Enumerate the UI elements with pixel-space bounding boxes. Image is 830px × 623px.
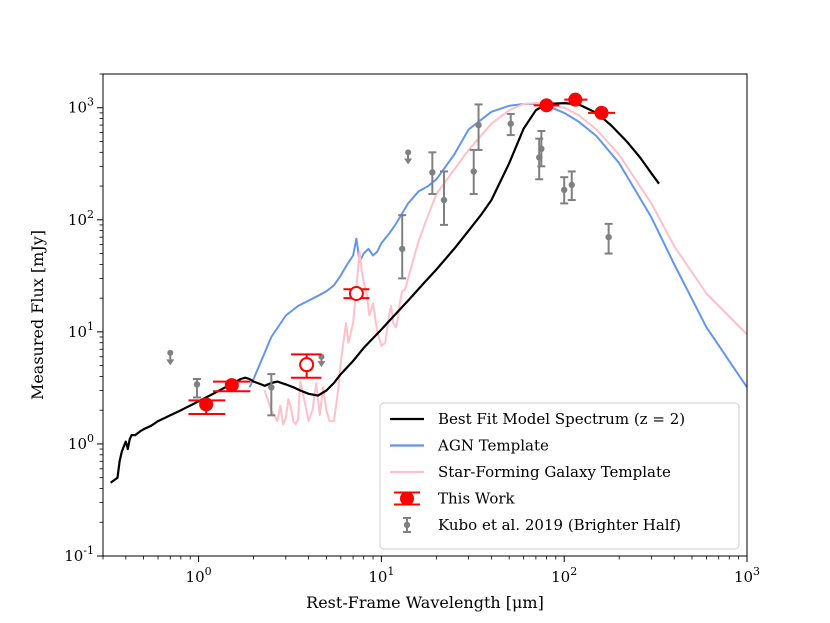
- this-work-point-3: [343, 285, 370, 301]
- this-work-point-4: [533, 98, 560, 113]
- svg-text:103: 103: [734, 565, 760, 586]
- legend-swatch: [403, 521, 411, 529]
- legend-entry-this-work: This Work: [394, 490, 516, 508]
- x-tick-2: 102: [551, 556, 577, 586]
- legend-entry-kubo: Kubo et al. 2019 (Brighter Half): [403, 516, 681, 534]
- svg-text:100: 100: [68, 432, 94, 453]
- y-tick-4: 103: [68, 96, 103, 117]
- legend-label: AGN Template: [437, 437, 549, 455]
- svg-text:101: 101: [368, 565, 394, 586]
- kubo-point-2: [267, 373, 276, 417]
- svg-text:102: 102: [551, 565, 577, 586]
- y-tick-1: 100: [68, 432, 103, 453]
- legend-label: Best Fit Model Spectrum (z = 2): [438, 410, 685, 428]
- legend-entry-best-fit: Best Fit Model Spectrum (z = 2): [390, 410, 685, 428]
- x-tick-0: 100: [186, 556, 212, 586]
- kubo-point-5: [404, 149, 413, 165]
- kubo-point-14: [567, 170, 576, 202]
- legend-frame: [379, 402, 740, 550]
- y-tick-3: 102: [68, 208, 103, 229]
- axis-ticks: 100 101 102 103 10-1 100 101 102 103: [64, 73, 760, 586]
- y-axis-label: Measured Flux [mJy]: [28, 230, 47, 400]
- legend-entry-agn: AGN Template: [390, 437, 549, 455]
- kubo-point-0: [166, 349, 175, 366]
- this-work-point-1: [213, 378, 251, 393]
- legend: Best Fit Model Spectrum (z = 2) AGN Templ…: [379, 402, 740, 550]
- data-points: [166, 92, 616, 417]
- kubo-point-12: [537, 130, 546, 168]
- x-tick-3: 103: [734, 556, 760, 586]
- svg-text:102: 102: [68, 208, 94, 229]
- kubo-point-13: [560, 176, 569, 205]
- best-fit-curve: [109, 102, 660, 484]
- this-work-point-0: [188, 397, 226, 415]
- y-tick-0: 10-1: [64, 544, 103, 565]
- agn-curve: [248, 103, 747, 388]
- svg-text:103: 103: [68, 96, 94, 117]
- legend-swatch: [400, 491, 414, 506]
- kubo-point-7: [439, 170, 448, 226]
- kubo-point-3: [317, 353, 326, 368]
- sfg-curve: [263, 102, 747, 426]
- y-tick-2: 101: [68, 320, 103, 341]
- kubo-point-1: [192, 377, 201, 399]
- svg-text:10-1: 10-1: [64, 544, 94, 565]
- kubo-point-4: [398, 214, 407, 280]
- kubo-point-6: [428, 151, 437, 195]
- legend-entry-sfg: Star-Forming Galaxy Template: [390, 463, 671, 481]
- kubo-point-8: [469, 148, 478, 195]
- kubo-point-10: [506, 112, 515, 137]
- kubo-point-9: [474, 103, 483, 151]
- legend-label: Kubo et al. 2019 (Brighter Half): [438, 516, 681, 534]
- legend-label: Star-Forming Galaxy Template: [438, 463, 671, 481]
- model-curves: [109, 102, 747, 484]
- this-work-point-2: [290, 353, 322, 379]
- svg-text:100: 100: [186, 565, 212, 586]
- x-axis-label: Rest-Frame Wavelength [μm]: [306, 593, 544, 612]
- plot-frame: [102, 73, 748, 557]
- svg-text:101: 101: [68, 320, 94, 341]
- legend-label: This Work: [438, 490, 516, 508]
- x-tick-1: 101: [368, 556, 394, 586]
- this-work-point-6: [588, 105, 616, 120]
- this-work-point-5: [564, 92, 588, 107]
- kubo-point-15: [604, 222, 613, 255]
